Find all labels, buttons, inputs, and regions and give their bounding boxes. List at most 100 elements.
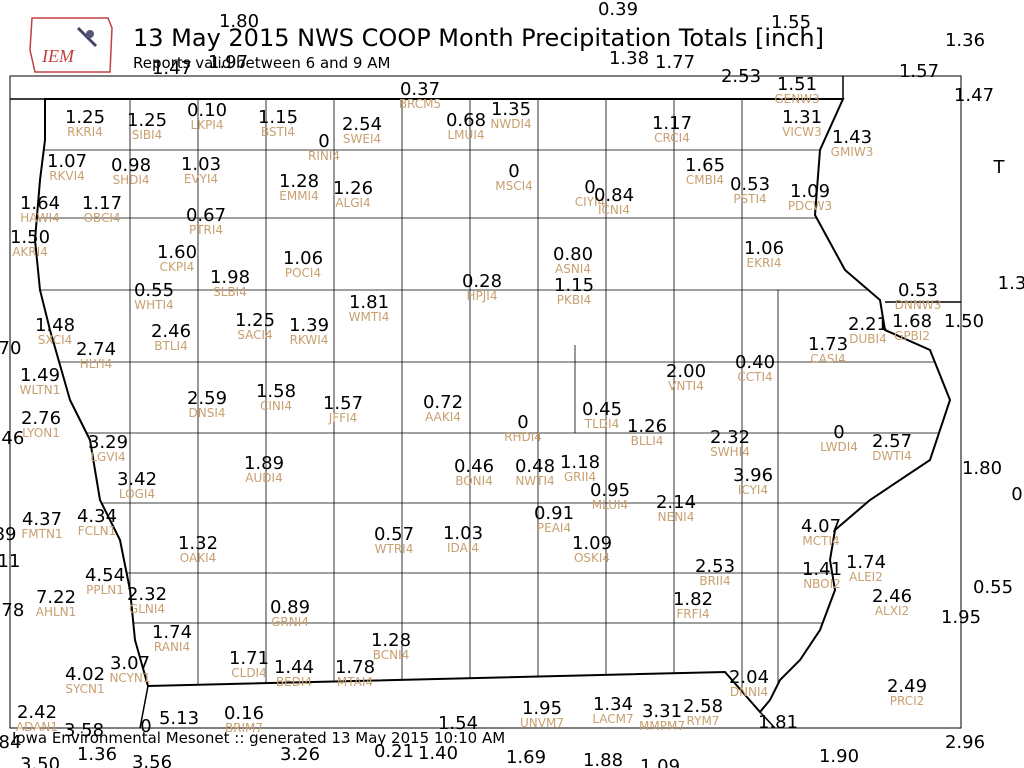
station-id: NWDI4 [490, 117, 531, 131]
station-value: 1.97 [208, 52, 248, 73]
station-id: CIYI4 [575, 195, 605, 209]
station-value: 1.47 [152, 58, 192, 79]
station-id: DNNW3 [895, 298, 942, 312]
station-id: PDCW3 [788, 199, 832, 213]
station-value: 1.80 [219, 11, 259, 32]
station-value: 2.46 [872, 586, 912, 607]
station-id: ICYI4 [738, 483, 768, 497]
station-value: 0.28 [462, 271, 502, 292]
station-value: 1.82 [673, 589, 713, 610]
station-value: 0.39 [598, 0, 638, 20]
station-value: 0.53 [730, 174, 770, 195]
station-value: 0.48 [515, 456, 555, 477]
station-id: VNTI4 [668, 379, 704, 393]
station-id: BRII4 [699, 574, 730, 588]
station-id: MMPM7 [639, 719, 685, 733]
station-value: 84 [0, 732, 21, 753]
station-value: 1.80 [962, 458, 1002, 479]
station-value: 1.09 [572, 533, 612, 554]
station-value: 4.02 [65, 664, 105, 685]
station-id: BCNI4 [373, 648, 410, 662]
station-value: 0.80 [553, 244, 593, 265]
station-value: 1.03 [181, 154, 221, 175]
station-value: 1.55 [771, 12, 811, 33]
logo-icon [76, 26, 98, 48]
station-id: VICW3 [782, 125, 822, 139]
iowa-outline [33, 98, 952, 714]
station-id: EVYI4 [184, 172, 218, 186]
station-value: 2.32 [710, 427, 750, 448]
station-value: 1.17 [652, 113, 692, 134]
station-value: 1.09 [640, 756, 680, 768]
station-value: 0 [140, 716, 151, 737]
station-value: 1.71 [229, 648, 269, 669]
station-value: 2.59 [187, 388, 227, 409]
station-id: WMTI4 [349, 310, 390, 324]
state-lines [10, 76, 961, 729]
station-value: 3.96 [733, 465, 773, 486]
logo: IEM [29, 17, 113, 73]
station-id: RKVI4 [49, 169, 85, 183]
station-id: DWTI4 [872, 449, 912, 463]
station-value: 3.26 [280, 744, 320, 765]
station-id: OAKI4 [180, 551, 217, 565]
station-id: FCLN1 [78, 524, 117, 538]
station-value: 2.53 [695, 556, 735, 577]
station-id: CLDI4 [231, 666, 266, 680]
station-value: 0.68 [446, 110, 486, 131]
station-value: 0.37 [400, 79, 440, 100]
station-id: GENW3 [774, 92, 819, 106]
station-value: 2.76 [21, 408, 61, 429]
station-value: 1.65 [685, 155, 725, 176]
station-value: 0.55 [134, 280, 174, 301]
station-value: 1.18 [560, 452, 600, 473]
station-value: 5.13 [159, 708, 199, 729]
station-value: 2.74 [76, 339, 116, 360]
station-value: 1.25 [127, 110, 167, 131]
station-value: 0.95 [590, 480, 630, 501]
station-id: GLNI4 [129, 602, 165, 616]
station-value: 2.54 [342, 114, 382, 135]
station-value: 1.35 [491, 99, 531, 120]
station-value: 1.89 [244, 453, 284, 474]
station-value: 1.28 [279, 171, 319, 192]
station-value: 1.60 [157, 242, 197, 263]
station-id: NWTI4 [515, 474, 554, 488]
station-value: 0.91 [534, 503, 574, 524]
station-value: 70 [0, 338, 21, 359]
station-value: 1.78 [335, 657, 375, 678]
station-id: SHDI4 [112, 173, 149, 187]
station-value: 11 [0, 551, 20, 572]
station-id: HAWI4 [20, 211, 60, 225]
station-id: DNNI4 [730, 685, 768, 699]
station-id: CINI4 [260, 399, 292, 413]
station-id: UNVM7 [520, 716, 564, 730]
station-value: 0 [1011, 484, 1022, 505]
logo-icon [86, 30, 94, 38]
station-value: 1.36 [945, 30, 985, 51]
station-id: SIBI4 [132, 128, 163, 142]
station-id: BONI4 [455, 474, 493, 488]
station-value: 0.53 [898, 280, 938, 301]
station-id: GRNI4 [271, 615, 309, 629]
station-value: 1.43 [832, 127, 872, 148]
station-id: MCTI4 [802, 534, 839, 548]
station-value: 1.64 [20, 193, 60, 214]
station-value: 1.58 [256, 381, 296, 402]
station-id: RANI4 [154, 640, 190, 654]
station-id: LMUI4 [448, 128, 485, 142]
station-id: BRCM5 [399, 97, 441, 111]
station-id: LWDI4 [820, 440, 858, 454]
station-value: 1.48 [35, 315, 75, 336]
station-id: OBCI4 [83, 211, 120, 225]
station-id: SLBI4 [213, 285, 247, 299]
station-id: EMMI4 [279, 189, 318, 203]
station-value: 0 [833, 422, 844, 443]
station-id: AHLN1 [36, 605, 77, 619]
station-value: 1.90 [819, 746, 859, 767]
station-id: SACI4 [237, 328, 272, 342]
station-value: 1.06 [283, 248, 323, 269]
station-value: 1.50 [944, 311, 984, 332]
